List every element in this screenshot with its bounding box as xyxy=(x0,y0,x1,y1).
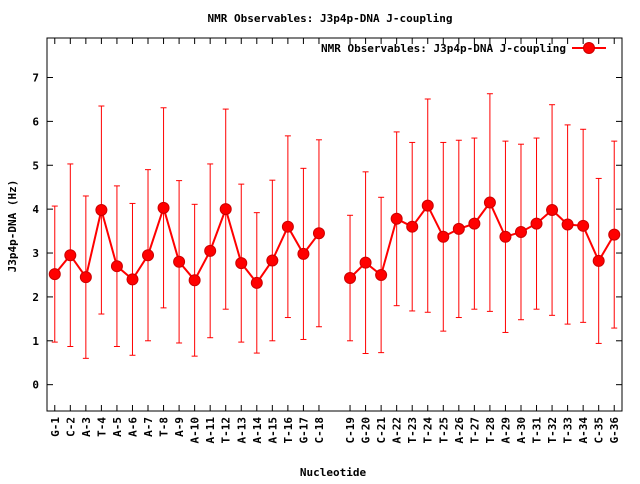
y-tick-label: 2 xyxy=(32,291,39,304)
x-tick-label: A-26 xyxy=(453,417,466,444)
legend-label: NMR Observables: J3p4p-DNA J-coupling xyxy=(321,42,566,55)
x-tick-label: C-2 xyxy=(64,417,77,437)
data-point xyxy=(390,212,403,225)
x-tick-label: A-10 xyxy=(189,417,202,444)
y-tick-label: 0 xyxy=(32,379,39,392)
data-point xyxy=(297,247,310,260)
legend: NMR Observables: J3p4p-DNA J-coupling xyxy=(321,42,606,55)
x-tick-label: C-35 xyxy=(593,417,606,444)
x-tick-label: T-31 xyxy=(531,417,544,444)
legend-marker xyxy=(583,42,595,54)
x-tick-label: G-17 xyxy=(297,417,310,444)
series-lines xyxy=(54,200,616,285)
x-tick-label: T-25 xyxy=(437,417,450,444)
data-point xyxy=(344,272,357,285)
x-tick-label: G-1 xyxy=(49,417,62,437)
x-tick-label: A-11 xyxy=(204,417,217,444)
x-tick-label: A-22 xyxy=(391,417,404,444)
data-point xyxy=(110,260,123,273)
data-point xyxy=(561,218,574,231)
data-point xyxy=(483,196,496,209)
data-point xyxy=(142,249,155,262)
data-point xyxy=(219,203,232,216)
data-point xyxy=(188,274,201,287)
data-point xyxy=(530,217,543,230)
series-points xyxy=(48,196,621,289)
data-point xyxy=(79,271,92,284)
y-tick-label: 6 xyxy=(32,115,39,128)
x-tick-label: A-14 xyxy=(251,417,264,444)
x-tick-label: T-27 xyxy=(468,417,481,444)
x-tick-label: C-21 xyxy=(375,417,388,444)
x-tick-label: C-19 xyxy=(344,417,357,444)
x-tick-label: A-5 xyxy=(111,417,124,437)
data-point xyxy=(64,249,77,262)
x-tick-label: T-24 xyxy=(422,417,435,444)
data-point xyxy=(95,204,108,217)
data-point xyxy=(499,230,512,243)
data-point xyxy=(359,256,372,269)
x-tick-label: G-36 xyxy=(608,417,621,444)
x-tick-label: T-4 xyxy=(95,417,108,437)
data-point xyxy=(514,225,527,238)
x-tick-label: T-23 xyxy=(406,417,419,444)
data-point xyxy=(375,268,388,281)
data-point xyxy=(421,199,434,212)
data-point xyxy=(235,257,248,270)
plot-frame xyxy=(46,37,623,412)
data-point xyxy=(204,244,217,257)
x-tick-label: T-32 xyxy=(546,417,559,444)
y-axis: 0 1 2 3 4 5 6 7 xyxy=(32,71,622,392)
data-point xyxy=(312,227,325,240)
x-axis-label: Nucleotide xyxy=(300,466,367,479)
x-axis: G-1 C-2 A-3 T-4 A-5 A-6 A-7 T-8 A-9 A-10 A-11 T-12 A… xyxy=(49,38,621,444)
data-point xyxy=(437,230,450,243)
x-tick-label: T-33 xyxy=(562,417,575,444)
data-point xyxy=(48,268,61,281)
x-tick-label: A-30 xyxy=(515,417,528,444)
x-tick-label: T-16 xyxy=(282,417,295,444)
y-tick-label: 7 xyxy=(32,71,39,84)
data-point xyxy=(157,201,170,214)
data-point xyxy=(608,228,621,241)
data-point xyxy=(452,222,465,235)
x-tick-label: G-20 xyxy=(360,417,373,444)
x-tick-label: A-6 xyxy=(126,417,139,437)
x-tick-label: A-29 xyxy=(499,417,512,444)
chart-title: NMR Observables: J3p4p-DNA J-coupling xyxy=(207,12,452,25)
x-tick-label: T-8 xyxy=(158,417,171,437)
series-line xyxy=(54,204,320,285)
data-point xyxy=(173,255,186,268)
y-tick-label: 5 xyxy=(32,159,39,172)
y-tick-label: 4 xyxy=(32,203,39,216)
x-tick-label: A-15 xyxy=(266,417,279,444)
data-point xyxy=(546,204,559,217)
x-tick-label: T-28 xyxy=(484,417,497,444)
y-tick-label: 1 xyxy=(32,335,39,348)
x-tick-label: A-34 xyxy=(577,417,590,444)
data-point xyxy=(281,220,294,233)
x-tick-label: A-7 xyxy=(142,417,155,437)
x-tick-label: A-9 xyxy=(173,417,186,437)
y-axis-label: J3p4p-DNA (Hz) xyxy=(6,180,19,273)
x-tick-label: A-3 xyxy=(80,417,93,437)
y-tick-label: 3 xyxy=(32,247,39,260)
data-point xyxy=(577,219,590,232)
data-point xyxy=(266,254,279,267)
series-line xyxy=(349,200,616,279)
data-point xyxy=(468,217,481,230)
data-point xyxy=(592,254,605,267)
data-point xyxy=(250,276,263,289)
x-tick-label: A-13 xyxy=(235,417,248,444)
x-tick-label: T-12 xyxy=(220,417,233,444)
x-tick-label: C-18 xyxy=(313,417,326,444)
data-point xyxy=(406,220,419,233)
data-point xyxy=(126,273,139,286)
